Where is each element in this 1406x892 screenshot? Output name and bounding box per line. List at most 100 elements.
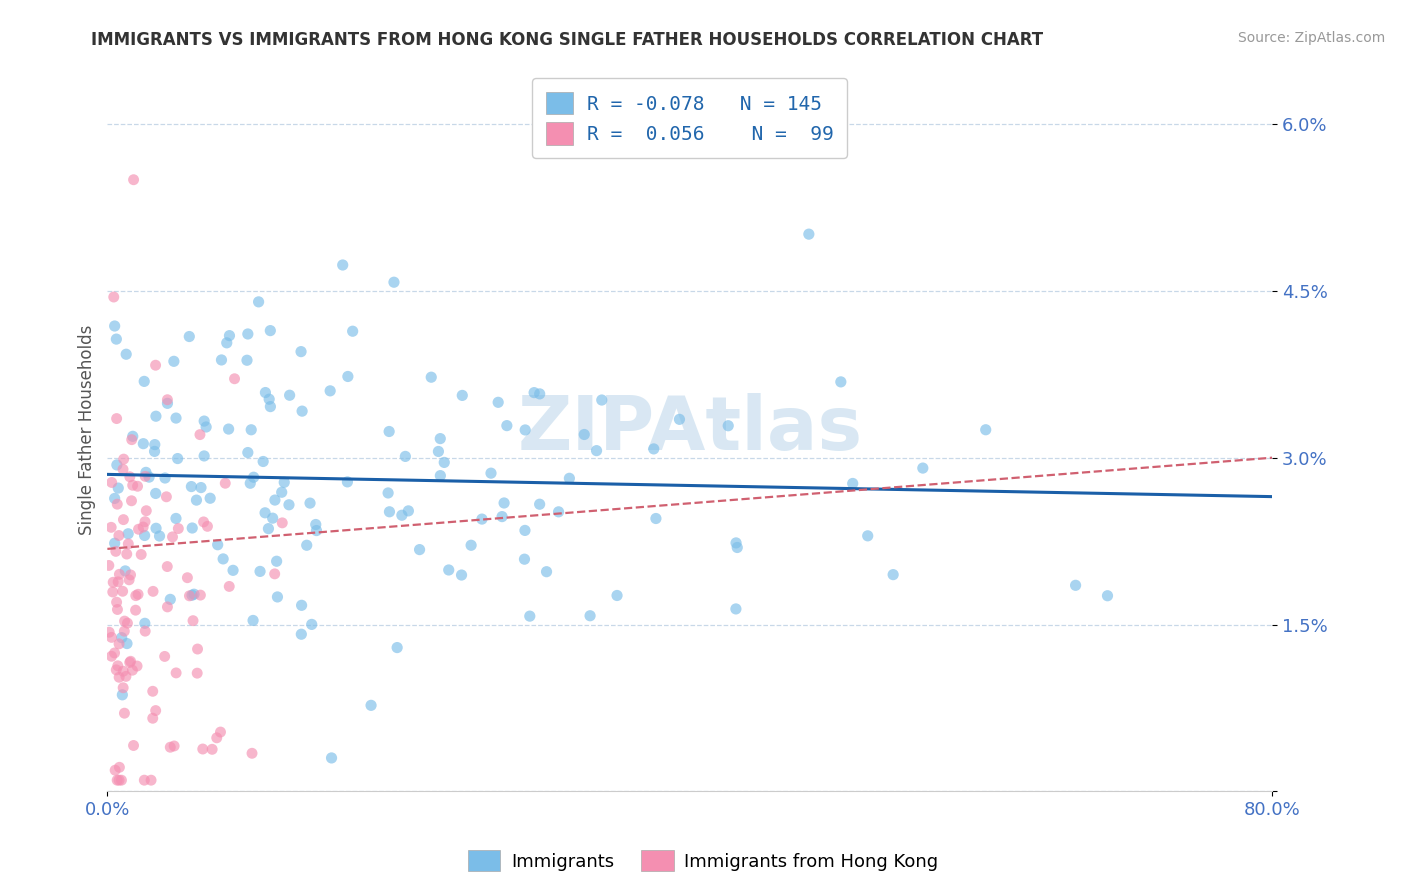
- Point: [270, 485, 292, 500]
- Point: [882, 567, 904, 582]
- Point: [112, 624, 135, 639]
- Point: [105, 458, 128, 472]
- Point: [104, 544, 127, 558]
- Point: [115, 347, 138, 361]
- Point: [121, 433, 143, 447]
- Point: [118, 470, 141, 484]
- Point: [360, 698, 382, 713]
- Point: [128, 522, 150, 536]
- Point: [153, 649, 176, 664]
- Point: [120, 654, 142, 668]
- Point: [321, 751, 343, 765]
- Point: [108, 670, 131, 684]
- Point: [198, 491, 221, 506]
- Point: [105, 332, 128, 346]
- Point: [205, 731, 228, 745]
- Point: [201, 742, 224, 756]
- Point: [207, 538, 229, 552]
- Point: [529, 387, 551, 401]
- Point: [408, 542, 430, 557]
- Point: [336, 475, 359, 489]
- Point: [117, 537, 139, 551]
- Point: [98, 625, 121, 640]
- Point: [433, 455, 456, 469]
- Point: [188, 427, 211, 442]
- Point: [156, 396, 179, 410]
- Point: [278, 388, 301, 402]
- Point: [134, 375, 156, 389]
- Point: [342, 324, 364, 338]
- Point: [108, 773, 131, 788]
- Point: [585, 443, 607, 458]
- Point: [107, 574, 129, 589]
- Point: [236, 326, 259, 341]
- Point: [111, 631, 134, 645]
- Point: [190, 481, 212, 495]
- Point: [724, 602, 747, 616]
- Point: [218, 579, 240, 593]
- Point: [118, 573, 141, 587]
- Point: [110, 773, 132, 788]
- Point: [236, 353, 259, 368]
- Point: [491, 509, 513, 524]
- Point: [240, 746, 263, 760]
- Point: [1097, 589, 1119, 603]
- Point: [856, 529, 879, 543]
- Point: [107, 602, 129, 616]
- Point: [135, 466, 157, 480]
- Point: [107, 658, 129, 673]
- Point: [429, 468, 451, 483]
- Point: [271, 516, 294, 530]
- Point: [121, 493, 143, 508]
- Point: [305, 524, 328, 538]
- Point: [145, 521, 167, 535]
- Point: [195, 420, 218, 434]
- Point: [494, 496, 516, 510]
- Point: [143, 437, 166, 451]
- Point: [519, 609, 541, 624]
- Legend: R = -0.078   N = 145, R =  0.056    N =  99: R = -0.078 N = 145, R = 0.056 N = 99: [533, 78, 848, 158]
- Point: [249, 565, 271, 579]
- Point: [132, 436, 155, 450]
- Point: [218, 328, 240, 343]
- Point: [242, 614, 264, 628]
- Point: [214, 476, 236, 491]
- Point: [125, 659, 148, 673]
- Point: [105, 663, 128, 677]
- Point: [124, 603, 146, 617]
- Point: [193, 449, 215, 463]
- Point: [242, 470, 264, 484]
- Point: [103, 290, 125, 304]
- Point: [378, 425, 401, 439]
- Point: [305, 517, 328, 532]
- Point: [295, 538, 318, 552]
- Point: [262, 511, 284, 525]
- Point: [166, 451, 188, 466]
- Point: [104, 318, 127, 333]
- Text: ZIPAtlas: ZIPAtlas: [517, 393, 862, 467]
- Point: [186, 666, 208, 681]
- Point: [165, 411, 187, 425]
- Point: [180, 479, 202, 493]
- Point: [451, 388, 474, 402]
- Point: [108, 567, 131, 582]
- Point: [104, 763, 127, 777]
- Point: [112, 681, 135, 695]
- Point: [114, 564, 136, 578]
- Point: [159, 592, 181, 607]
- Point: [101, 575, 124, 590]
- Point: [193, 414, 215, 428]
- Point: [273, 475, 295, 490]
- Point: [142, 684, 165, 698]
- Point: [591, 392, 613, 407]
- Point: [190, 588, 212, 602]
- Point: [134, 469, 156, 483]
- Point: [187, 642, 209, 657]
- Point: [299, 496, 322, 510]
- Point: [291, 404, 314, 418]
- Point: [236, 445, 259, 459]
- Point: [394, 450, 416, 464]
- Point: [115, 636, 138, 650]
- Point: [101, 585, 124, 599]
- Point: [107, 481, 129, 495]
